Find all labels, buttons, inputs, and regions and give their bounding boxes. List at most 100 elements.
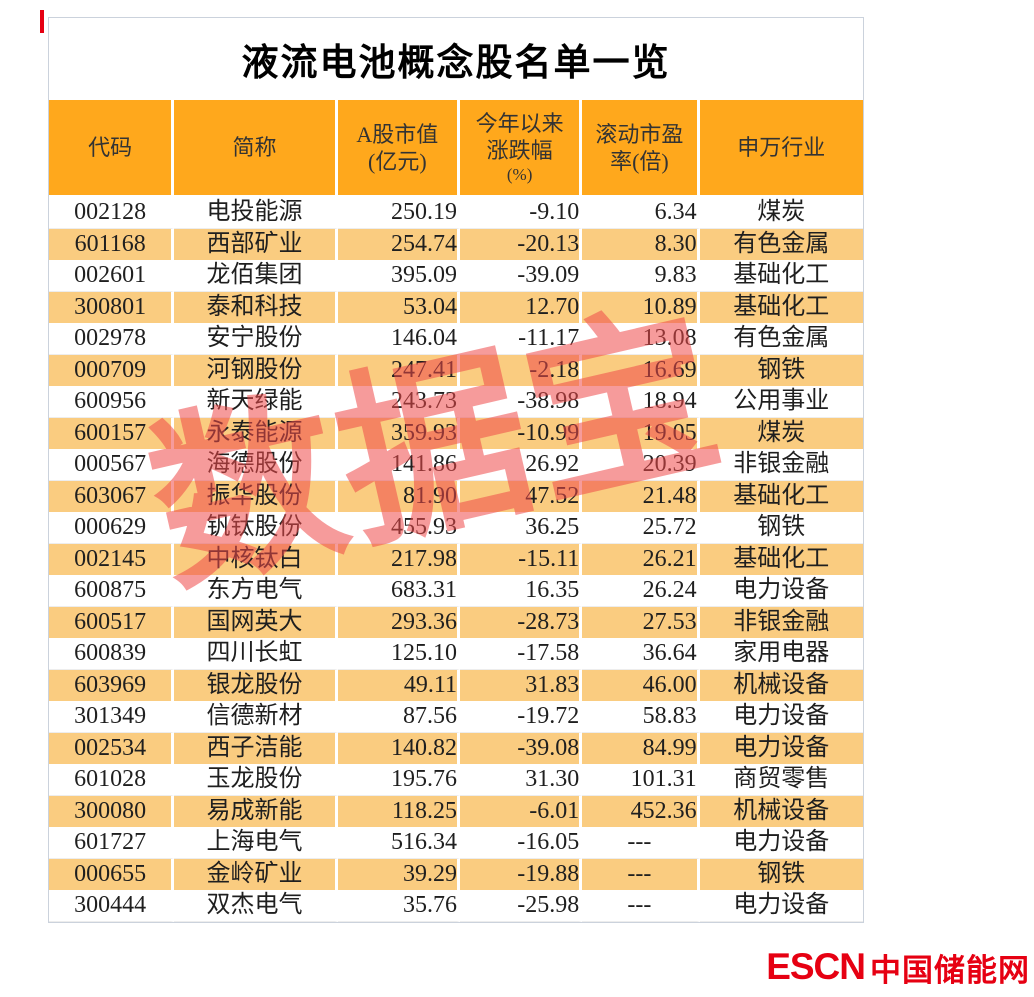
cell-pe-ratio: 36.64 [582,638,700,670]
cell-industry: 有色金属 [699,323,863,355]
cell-market-cap: 254.74 [337,229,460,260]
table-row: 300444 双杰电气 35.76 -25.98 --- 电力设备 [49,890,863,922]
cell-market-cap: 293.36 [337,607,460,638]
cell-ytd-change: -39.09 [459,260,583,292]
cell-name: 西子洁能 [174,733,338,764]
cell-market-cap: 146.04 [337,323,460,355]
table-row: 300080 易成新能 118.25 -6.01 452.36 机械设备 [49,796,863,827]
cell-name: 永泰能源 [174,418,338,449]
cell-industry: 钢铁 [699,512,863,544]
cell-ytd-change: -38.98 [459,386,583,418]
cell-industry: 基础化工 [699,260,863,292]
cell-ytd-change: -39.08 [459,733,583,764]
cell-name: 上海电气 [174,827,338,859]
table-row: 002601 龙佰集团 395.09 -39.09 9.83 基础化工 [49,260,863,292]
cell-ytd-change: -16.05 [459,827,583,859]
title-row: 液流电池概念股名单一览 [49,18,863,100]
table-row: 601168 西部矿业 254.74 -20.13 8.30 有色金属 [49,229,863,260]
stock-table: 代码 简称 A股市值 (亿元) 今年以来 涨跌幅 (%) 滚动市盈 率(倍) 申万行业 00212… [49,100,863,922]
cell-market-cap: 359.93 [337,418,460,449]
table-row: 000629 钒钛股份 455.93 36.25 25.72 钢铁 [49,512,863,544]
cell-pe-ratio: 16.69 [582,355,700,386]
cell-ytd-change: -28.73 [459,607,583,638]
cell-pe-ratio: 18.94 [582,386,700,418]
table-row: 603969 银龙股份 49.11 31.83 46.00 机械设备 [49,670,863,701]
table-row: 600956 新天绿能 243.73 -38.98 18.94 公用事业 [49,386,863,418]
cell-code: 002128 [49,197,175,229]
cell-pe-ratio: 9.83 [582,260,700,292]
cell-code: 002534 [49,733,175,764]
cell-ytd-change: -20.13 [459,229,583,260]
cell-market-cap: 53.04 [337,292,460,323]
cell-market-cap: 35.76 [337,890,460,922]
cell-market-cap: 683.31 [337,575,460,607]
cell-name: 四川长虹 [174,638,338,670]
cell-pe-ratio: 27.53 [582,607,700,638]
cell-industry: 机械设备 [699,670,863,701]
cell-ytd-change: 31.30 [459,764,583,796]
cell-industry: 电力设备 [699,827,863,859]
cell-ytd-change: 16.35 [459,575,583,607]
cell-pe-ratio: 20.39 [582,449,700,481]
cell-code: 000709 [49,355,175,386]
cell-ytd-change: 26.92 [459,449,583,481]
cell-pe-ratio: 26.24 [582,575,700,607]
escn-logo-text: ESCN [766,946,866,987]
cell-industry: 电力设备 [699,575,863,607]
cell-industry: 基础化工 [699,481,863,512]
cell-market-cap: 250.19 [337,197,460,229]
table-row: 600875 东方电气 683.31 16.35 26.24 电力设备 [49,575,863,607]
cell-market-cap: 125.10 [337,638,460,670]
cell-industry: 有色金属 [699,229,863,260]
table-title: 液流电池概念股名单一览 [241,43,671,84]
cell-industry: 电力设备 [699,890,863,922]
cell-name: 安宁股份 [174,323,338,355]
cell-name: 振华股份 [174,481,338,512]
cell-name: 新天绿能 [174,386,338,418]
table-row: 000567 海德股份 141.86 26.92 20.39 非银金融 [49,449,863,481]
cell-ytd-change: 47.52 [459,481,583,512]
cell-market-cap: 81.90 [337,481,460,512]
cell-ytd-change: -9.10 [459,197,583,229]
cell-name: 玉龙股份 [174,764,338,796]
table-row: 002145 中核钛白 217.98 -15.11 26.21 基础化工 [49,544,863,575]
cell-industry: 基础化工 [699,544,863,575]
cell-pe-ratio: 6.34 [582,197,700,229]
cell-industry: 基础化工 [699,292,863,323]
cell-name: 中核钛白 [174,544,338,575]
cell-code: 600517 [49,607,175,638]
column-header-2: A股市值 (亿元) [337,100,460,197]
cell-ytd-change: -19.88 [459,859,583,890]
table-row: 600839 四川长虹 125.10 -17.58 36.64 家用电器 [49,638,863,670]
cell-ytd-change: -19.72 [459,701,583,733]
cell-pe-ratio: 101.31 [582,764,700,796]
cell-code: 002978 [49,323,175,355]
cell-pe-ratio: 8.30 [582,229,700,260]
cell-code: 300080 [49,796,175,827]
cell-name: 龙佰集团 [174,260,338,292]
cell-ytd-change: -15.11 [459,544,583,575]
cell-market-cap: 455.93 [337,512,460,544]
cell-industry: 电力设备 [699,701,863,733]
stock-table-panel: 液流电池概念股名单一览 代码 简称 A股市值 (亿元) 今年以来 涨跌幅 (%) 滚动市盈 率(… [48,17,864,923]
cell-industry: 钢铁 [699,355,863,386]
cell-name: 西部矿业 [174,229,338,260]
cell-pe-ratio: --- [582,827,700,859]
cell-code: 002601 [49,260,175,292]
cell-market-cap: 141.86 [337,449,460,481]
cell-ytd-change: -11.17 [459,323,583,355]
cell-pe-ratio: 10.89 [582,292,700,323]
cell-code: 600157 [49,418,175,449]
cell-code: 002145 [49,544,175,575]
table-row: 600157 永泰能源 359.93 -10.99 19.05 煤炭 [49,418,863,449]
cell-market-cap: 87.56 [337,701,460,733]
cell-market-cap: 39.29 [337,859,460,890]
cell-code: 300801 [49,292,175,323]
cell-name: 泰和科技 [174,292,338,323]
cell-code: 603067 [49,481,175,512]
column-header-1: 简称 [174,100,338,197]
cell-market-cap: 516.34 [337,827,460,859]
cell-industry: 煤炭 [699,197,863,229]
cell-name: 电投能源 [174,197,338,229]
cell-pe-ratio: 26.21 [582,544,700,575]
